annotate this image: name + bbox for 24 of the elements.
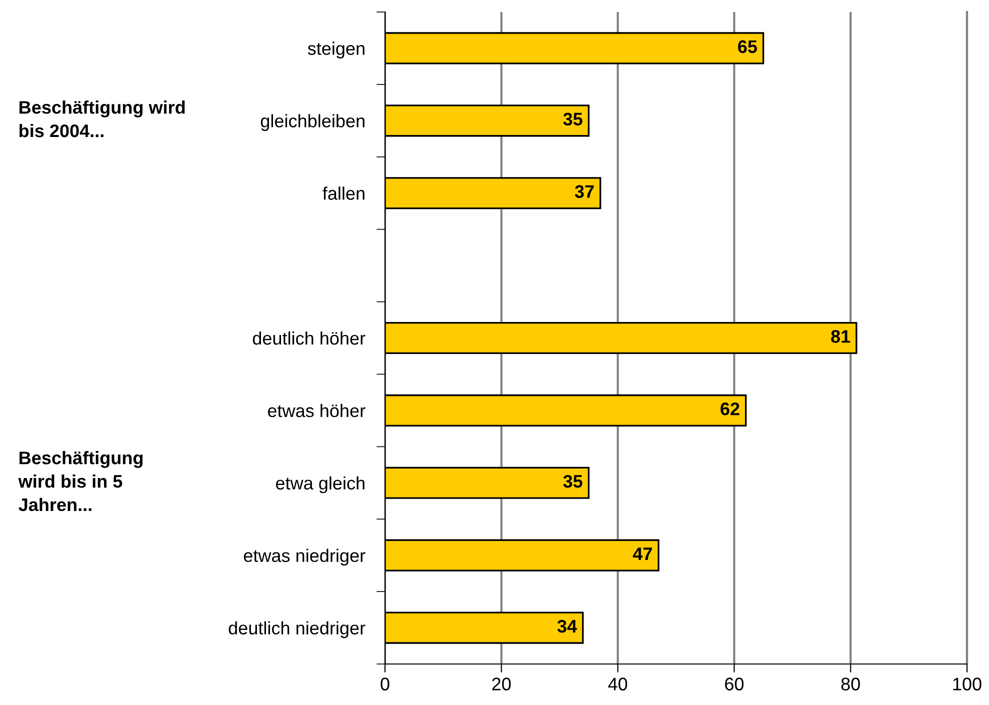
x-tick-label: 40 <box>608 678 628 690</box>
data-label: 35 <box>563 474 582 488</box>
y-tick-label: fallen <box>322 186 364 200</box>
y-tick-label: etwas höher <box>268 404 366 418</box>
data-label: 47 <box>632 548 652 560</box>
x-tick-label: 0 <box>380 678 390 690</box>
y-tick-label: gleichbleiben <box>260 114 364 131</box>
x-tick-label: 80 <box>841 678 860 690</box>
x-tick-label: 20 <box>492 678 511 690</box>
data-label: 35 <box>563 112 582 126</box>
text: Beschäftigung wird bis 2004... <box>20 100 185 138</box>
data-label: 34 <box>557 620 577 633</box>
y-tick-label: etwas niedriger <box>244 548 366 566</box>
y-tick-label: steigen <box>308 42 364 59</box>
y-tick-label: etwa gleich <box>276 476 364 494</box>
data-label: 65 <box>738 40 757 54</box>
data-label: 81 <box>831 330 850 343</box>
data-label: 37 <box>574 185 594 198</box>
y-tick-label: deutlich niedriger <box>228 621 366 638</box>
x-tick-label: 60 <box>725 678 744 690</box>
x-tick-label: 100 <box>953 678 982 690</box>
data-label: 62 <box>720 402 740 416</box>
text: Beschäftigung wird bis in 5 Jahren... <box>18 451 143 512</box>
y-tick-label: deutlich höher <box>252 331 366 345</box>
